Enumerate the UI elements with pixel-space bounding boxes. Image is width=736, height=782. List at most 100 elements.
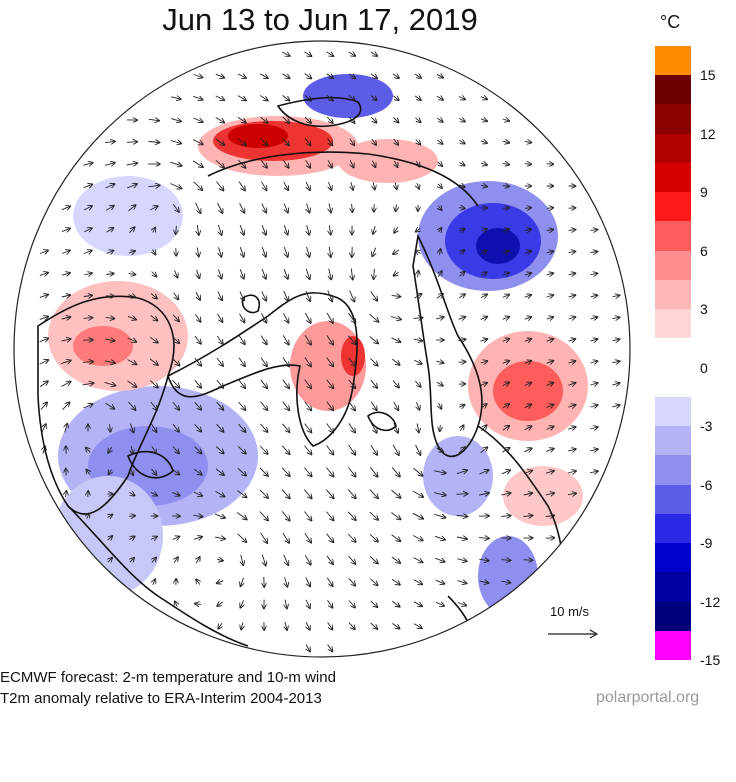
wind-arrow	[151, 423, 157, 432]
wind-arrow	[105, 206, 114, 211]
wind-arrow	[108, 446, 112, 453]
wind-arrow	[502, 361, 510, 364]
wind-arrow	[523, 471, 532, 474]
wind-arrow	[347, 533, 355, 542]
wind-arrow	[282, 73, 289, 79]
wind-arrow	[86, 448, 91, 453]
wind-arrow	[456, 494, 467, 495]
wind-arrow	[148, 185, 159, 186]
wind-arrow	[149, 380, 158, 387]
wind-arrow	[195, 202, 201, 213]
wind-arrow	[304, 73, 312, 79]
wind-arrow	[590, 405, 597, 407]
wind-arrow	[174, 557, 178, 564]
wind-arrow	[546, 405, 554, 408]
wind-arrow	[306, 599, 310, 608]
wind-arrow	[304, 555, 310, 564]
wind-arrow	[284, 203, 288, 213]
wind-arrow	[261, 313, 267, 322]
wind-arrow	[193, 515, 202, 516]
warm-anomaly-nw-canada	[48, 281, 188, 391]
wind-arrow	[348, 379, 356, 388]
wind-arrow	[217, 313, 223, 322]
wind-arrow	[568, 273, 576, 275]
wind-arrow	[131, 468, 133, 475]
wind-arrow	[106, 274, 114, 275]
wind-arrow	[216, 423, 224, 432]
wind-arrow	[39, 273, 48, 276]
reference-vector-label: 10 m/s	[550, 604, 590, 619]
wind-arrow	[460, 250, 464, 254]
wind-arrow	[326, 445, 334, 455]
wind-arrow	[105, 317, 115, 318]
wind-arrow	[546, 383, 554, 386]
wind-arrow	[194, 379, 202, 388]
wind-arrow	[391, 512, 400, 520]
wind-arrow	[479, 470, 489, 475]
wind-arrow	[215, 138, 225, 145]
wind-arrow	[104, 163, 115, 166]
wind-arrow	[347, 511, 356, 520]
wind-arrow	[326, 52, 334, 56]
wind-arrow	[39, 360, 49, 365]
wind-arrow	[369, 336, 378, 344]
wind-arrow	[128, 516, 135, 517]
wind-arrow	[392, 358, 399, 365]
colorbar-segment	[655, 484, 691, 515]
wind-arrow	[524, 383, 532, 386]
colorbar-segment	[655, 133, 691, 164]
wind-arrow	[480, 251, 487, 254]
wind-arrow	[416, 139, 421, 145]
wind-arrow	[459, 208, 465, 209]
wind-arrow	[325, 489, 333, 499]
wind-arrow	[215, 95, 225, 100]
wind-arrow	[394, 226, 398, 233]
wind-arrow	[282, 445, 289, 454]
wind-arrow	[260, 401, 268, 410]
colorbar-tick-label: 0	[700, 359, 708, 376]
wind-arrow	[434, 514, 446, 517]
wind-arrow	[217, 581, 224, 584]
wind-arrow	[568, 405, 575, 407]
wind-arrow	[150, 537, 157, 540]
wind-arrow	[459, 405, 464, 407]
wind-arrow	[392, 95, 399, 101]
wind-arrow	[170, 119, 181, 122]
wind-arrow	[194, 335, 201, 344]
wind-arrow	[436, 382, 443, 386]
wind-arrow	[153, 579, 155, 585]
wind-arrow	[438, 271, 442, 278]
wind-arrow	[284, 225, 287, 234]
wind-arrow	[260, 116, 267, 123]
colorbar-segment	[655, 455, 691, 486]
wind-arrow	[418, 271, 419, 278]
wind-arrow	[172, 314, 179, 322]
colorbar-segment	[655, 250, 691, 281]
wind-arrow	[436, 118, 443, 122]
wind-arrow	[262, 247, 266, 257]
wind-arrow	[172, 358, 180, 366]
wind-arrow	[590, 295, 598, 297]
wind-arrow	[216, 379, 223, 388]
wind-arrow	[215, 468, 224, 475]
wind-arrow	[567, 471, 576, 473]
wind-arrow	[283, 181, 289, 190]
wind-arrow	[370, 401, 377, 411]
wind-arrow	[524, 448, 531, 452]
wind-arrow	[459, 272, 465, 277]
wind-arrow	[326, 335, 333, 344]
wind-arrow	[61, 317, 71, 319]
wind-arrow	[413, 623, 422, 629]
wind-arrow	[329, 246, 331, 257]
wind-arrow	[193, 492, 202, 496]
colorbar-tick-label: 9	[700, 184, 708, 201]
wind-arrow	[369, 467, 377, 476]
wind-arrow	[413, 601, 422, 607]
wind-arrow	[590, 427, 597, 429]
wind-arrow	[238, 181, 245, 191]
wind-arrow	[457, 603, 466, 606]
wind-arrow	[173, 292, 179, 300]
wind-arrow	[438, 184, 442, 188]
wind-arrow	[170, 141, 182, 144]
wind-arrow	[501, 493, 510, 495]
